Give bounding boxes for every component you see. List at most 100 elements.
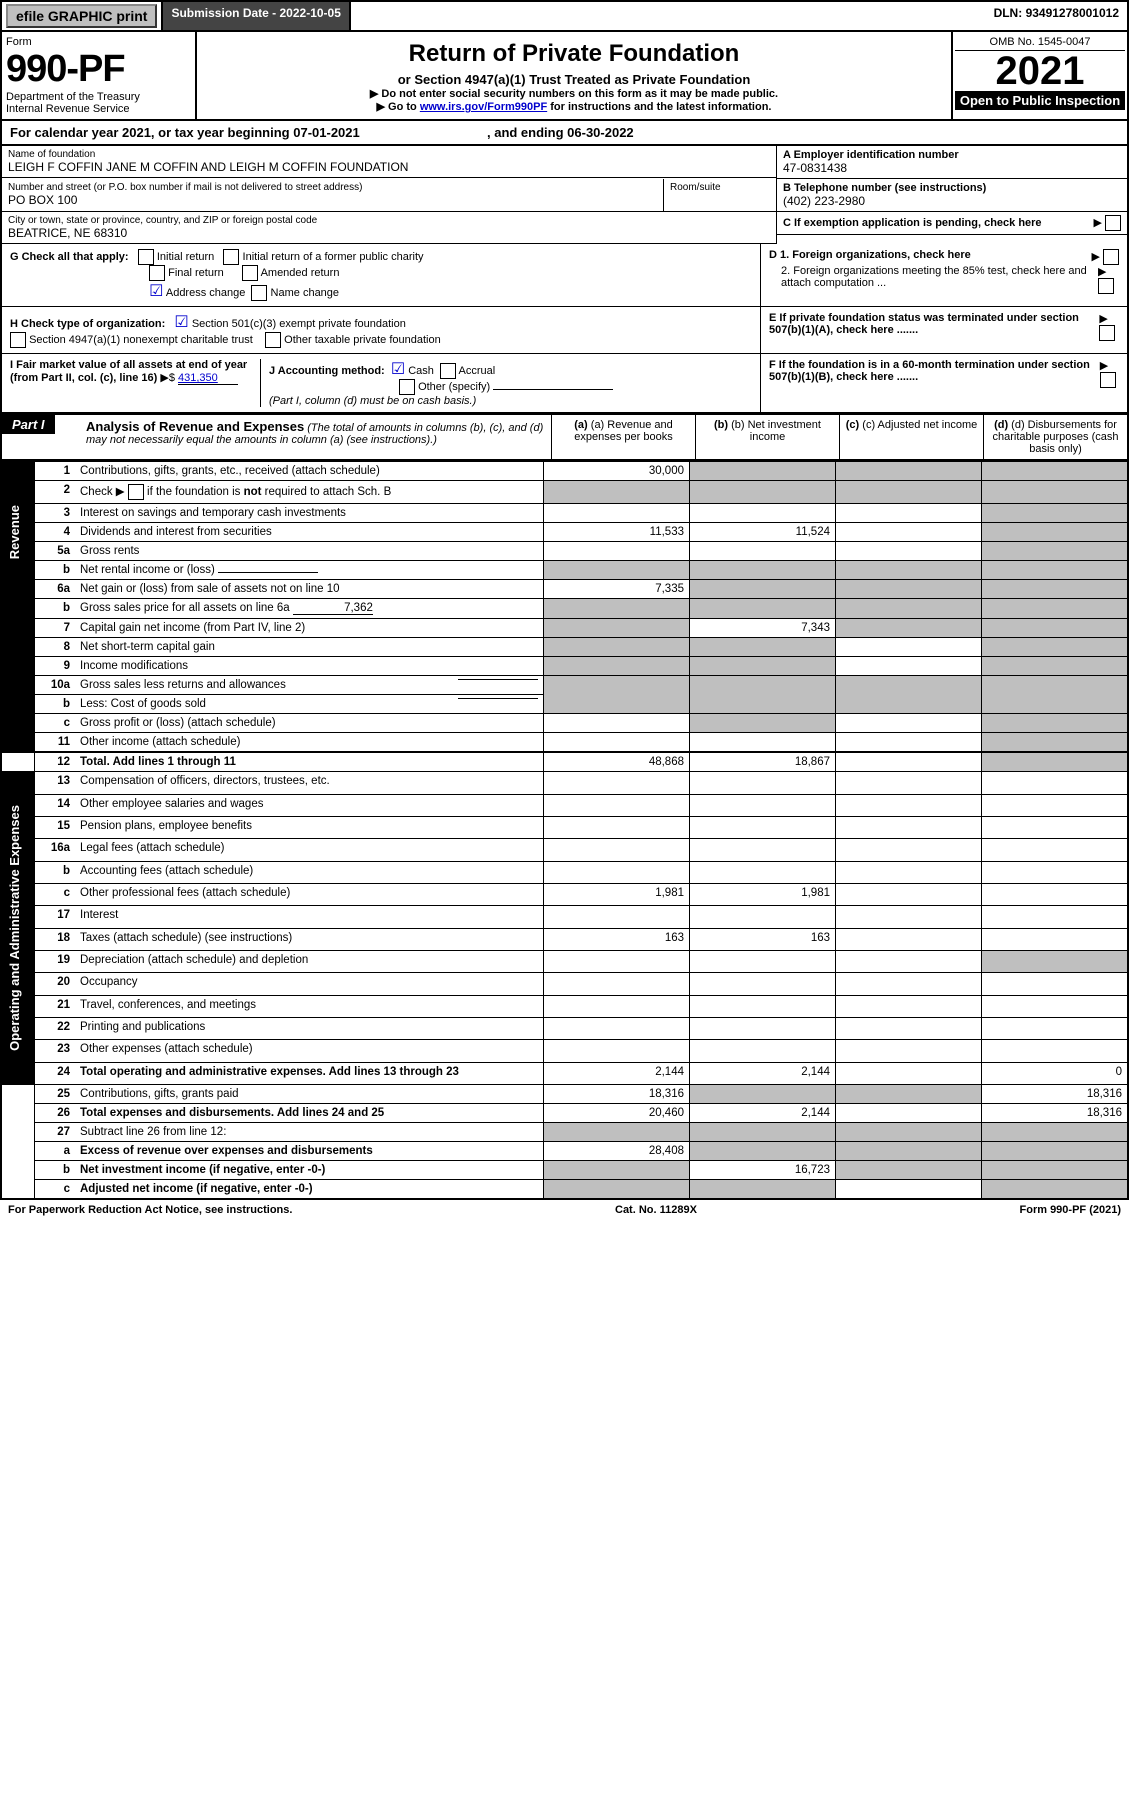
row-label: Total expenses and disbursements. Add li… [75,1104,544,1123]
g-initial-checkbox[interactable] [138,249,154,265]
g-i2: Initial return of a former public charit… [243,251,424,263]
row-label: Net investment income (if negative, ente… [75,1161,544,1180]
table-row: 15Pension plans, employee benefits [1,816,1128,838]
cal-begin: 07-01-2021 [293,125,360,140]
row-num: c [35,883,76,905]
row-num: 21 [35,995,76,1017]
table-row: 18Taxes (attach schedule) (see instructi… [1,928,1128,950]
ein-label: A Employer identification number [783,149,1121,161]
h2-checkbox[interactable] [10,332,26,348]
g-final-checkbox[interactable] [149,265,165,281]
row-num: 14 [35,794,76,816]
row-label: Taxes (attach schedule) (see instruction… [75,928,544,950]
row-label: Legal fees (attach schedule) [75,839,544,861]
header-left: Form 990-PF Department of the Treasury I… [2,32,197,119]
tax-year: 2021 [955,51,1125,91]
i-value[interactable]: 431,350 [178,372,238,385]
row-amt-a: 30,000 [544,462,690,481]
table-row: 19Depreciation (attach schedule) and dep… [1,950,1128,972]
f-checkbox[interactable] [1100,372,1116,388]
row-num: b [35,599,76,619]
table-row: 25Contributions, gifts, grants paid18,31… [1,1085,1128,1104]
footer-left: For Paperwork Reduction Act Notice, see … [8,1204,292,1216]
table-row: 21Travel, conferences, and meetings [1,995,1128,1017]
row-num: 24 [35,1062,76,1084]
row-label: Other professional fees (attach schedule… [75,883,544,905]
col-d: (d) Disbursements for charitable purpose… [993,419,1119,455]
row-label: Gross rents [75,542,544,561]
check-icon: ☑ [174,314,188,331]
header-line1: ▶ Do not enter social security numbers o… [201,87,947,100]
j-other: Other (specify) [418,381,490,393]
calendar-year-row: For calendar year 2021, or tax year begi… [0,121,1129,146]
table-row: 26Total expenses and disbursements. Add … [1,1104,1128,1123]
row-label: Net gain or (loss) from sale of assets n… [75,580,544,599]
row-i-j-f: I Fair market value of all assets at end… [0,354,1129,414]
c-checkbox[interactable] [1105,215,1121,231]
j-accrual: Accrual [459,365,496,377]
form-title: Return of Private Foundation [201,40,947,68]
part1-header-row: Part I Analysis of Revenue and Expenses … [0,414,1129,461]
j-cash: Cash [408,365,434,377]
d1-checkbox[interactable] [1103,249,1119,265]
part1-title: Analysis of Revenue and Expenses [86,419,304,434]
row-amt-b: 1,981 [690,883,836,905]
h-h2: Section 4947(a)(1) nonexempt charitable … [29,334,253,346]
row-label: Adjusted net income (if negative, enter … [75,1180,544,1200]
row-amt-a: 11,533 [544,523,690,542]
row-label: Pension plans, employee benefits [75,816,544,838]
ein-value: 47-0831438 [783,161,1121,175]
row-num: a [35,1142,76,1161]
table-row: cAdjusted net income (if negative, enter… [1,1180,1128,1200]
row-label: Contributions, gifts, grants paid [75,1085,544,1104]
g-initial-former-checkbox[interactable] [223,249,239,265]
table-row: 12Total. Add lines 1 through 1148,86818,… [1,752,1128,772]
e-checkbox[interactable] [1099,325,1115,341]
table-row: bGross sales price for all assets on lin… [1,599,1128,619]
revenue-label: Revenue [7,465,22,599]
row-amt-a: 2,144 [544,1062,690,1084]
efile-print-button[interactable]: efile GRAPHIC print [6,4,157,28]
row-num: 7 [35,619,76,638]
table-row: aExcess of revenue over expenses and dis… [1,1142,1128,1161]
col-a: (a) Revenue and expenses per books [574,419,672,443]
table-row: 11Other income (attach schedule) [1,733,1128,753]
check-icon: ☑ [149,283,163,300]
row-g-d: G Check all that apply: Initial return I… [0,244,1129,307]
info-block-3: City or town, state or province, country… [0,212,1129,244]
d2-checkbox[interactable] [1098,278,1114,294]
row-num: 8 [35,638,76,657]
row-label: Interest on savings and temporary cash i… [75,504,544,523]
row-label: Other employee salaries and wages [75,794,544,816]
schb-checkbox[interactable] [128,484,144,500]
row-num: 25 [35,1085,76,1104]
header-line2b: for instructions and the latest informat… [547,101,771,113]
table-row: bNet investment income (if negative, ent… [1,1161,1128,1180]
g-namechange-checkbox[interactable] [251,285,267,301]
row-amt-a: 28,408 [544,1142,690,1161]
e-label: E If private foundation status was termi… [769,312,1099,348]
g-amended-checkbox[interactable] [242,265,258,281]
row-amt-b: 18,867 [690,752,836,772]
row-num: 19 [35,950,76,972]
row-label: Travel, conferences, and meetings [75,995,544,1017]
j-accrual-checkbox[interactable] [440,363,456,379]
j-other-checkbox[interactable] [399,379,415,395]
room-label: Room/suite [670,182,770,193]
row-num: 11 [35,733,76,753]
form-url-link[interactable]: www.irs.gov/Form990PF [420,101,547,113]
header-line2a: ▶ Go to [377,101,420,113]
check-icon: ☑ [391,361,405,378]
table-row: Operating and Administrative Expenses 13… [1,772,1128,794]
h3-checkbox[interactable] [265,332,281,348]
part1-table: Revenue 1 Contributions, gifts, grants, … [0,461,1129,1200]
table-row: cGross profit or (loss) (attach schedule… [1,714,1128,733]
row-num: 27 [35,1123,76,1142]
row-label: Contributions, gifts, grants, etc., rece… [75,462,544,481]
row-num: 4 [35,523,76,542]
table-row: 24Total operating and administrative exp… [1,1062,1128,1084]
name-label: Name of foundation [8,149,770,160]
dept-label: Department of the Treasury [6,91,140,103]
foundation-name: LEIGH F COFFIN JANE M COFFIN AND LEIGH M… [8,160,770,174]
form-word: Form [6,36,32,48]
